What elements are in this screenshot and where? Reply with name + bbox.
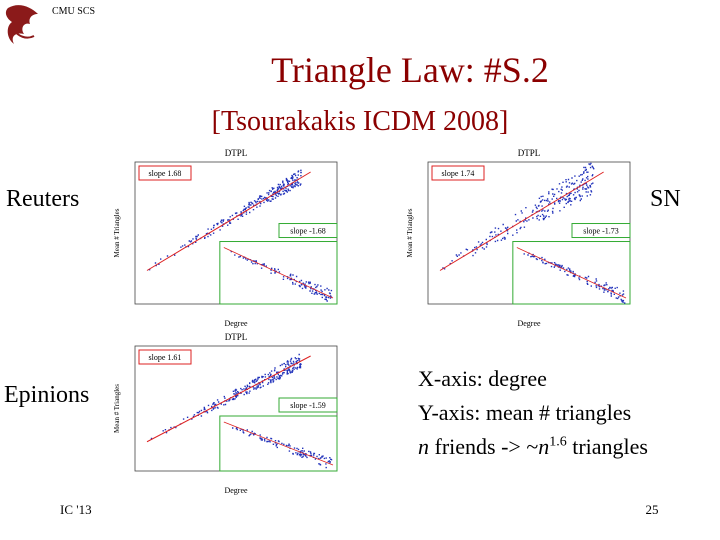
inset-slope-label: slope -1.68 [290, 227, 326, 236]
note: Y-axis: mean # triangles [418, 400, 632, 425]
inset-slope-box [571, 223, 631, 239]
note-var: n [418, 434, 429, 459]
inset-points [230, 250, 333, 302]
slope-label: slope 1.61 [149, 353, 182, 362]
inset-fit-line [223, 421, 334, 466]
note-text: friends -> ~ [429, 434, 539, 459]
inset-fit-line [516, 247, 627, 299]
plot-panel: DTPL Mean # Triangles Degree slope 1.68 slop… [113, 148, 338, 328]
note-text: triangles [566, 434, 648, 459]
plot-label: Reuters [6, 186, 80, 212]
inset-fit-line [223, 247, 334, 299]
logo [5, 5, 38, 45]
scatter-points [148, 169, 302, 271]
slope-label: slope 1.74 [442, 169, 475, 178]
inset-points [232, 427, 333, 469]
slope-label: slope 1.68 [149, 169, 182, 178]
plot-label: SN [650, 186, 681, 212]
title: Triangle Law: #S.2 [271, 50, 549, 90]
inset-slope-box [278, 397, 338, 413]
y-axis-label: Mean # Triangles [406, 208, 414, 257]
inset-slope-box [278, 223, 338, 239]
subtitle: [Tsourakakis ICDM 2008] [212, 106, 509, 137]
scatter-points [150, 353, 302, 440]
note: n friends -> ~n1.6 triangles [418, 434, 648, 460]
plot-panel: DTPL Mean # Triangles Degree slope 1.61 slop… [113, 332, 338, 495]
slope-box [138, 349, 192, 365]
plot-title: DTPL [225, 148, 248, 158]
plot-title: DTPL [225, 332, 248, 342]
scatter-points [442, 162, 595, 270]
y-axis-label: Mean # Triangles [113, 208, 121, 257]
fit-line [146, 355, 311, 443]
inset-slope-label: slope -1.73 [583, 227, 619, 236]
page-number: 25 [646, 502, 659, 517]
y-axis-label: Mean # Triangles [113, 384, 121, 433]
note: X-axis: degree [418, 366, 547, 391]
x-axis-label: Degree [224, 486, 248, 495]
footer-left: IC '13 [60, 502, 92, 517]
x-axis-label: Degree [517, 319, 541, 328]
plot-panel: DTPL Mean # Triangles Degree slope 1.74 slop… [406, 148, 631, 328]
plot-title: DTPL [518, 148, 541, 158]
note-var: n [538, 434, 550, 459]
x-axis-label: Degree [224, 319, 248, 328]
plot-label: Epinions [4, 382, 90, 408]
slope-box [431, 165, 485, 181]
slope-box [138, 165, 192, 181]
note-exponent: 1.6 [549, 434, 567, 450]
logo-text: CMU SCS [52, 6, 95, 17]
fit-line [146, 171, 311, 271]
fit-line [439, 171, 604, 271]
inset-slope-label: slope -1.59 [290, 401, 326, 410]
